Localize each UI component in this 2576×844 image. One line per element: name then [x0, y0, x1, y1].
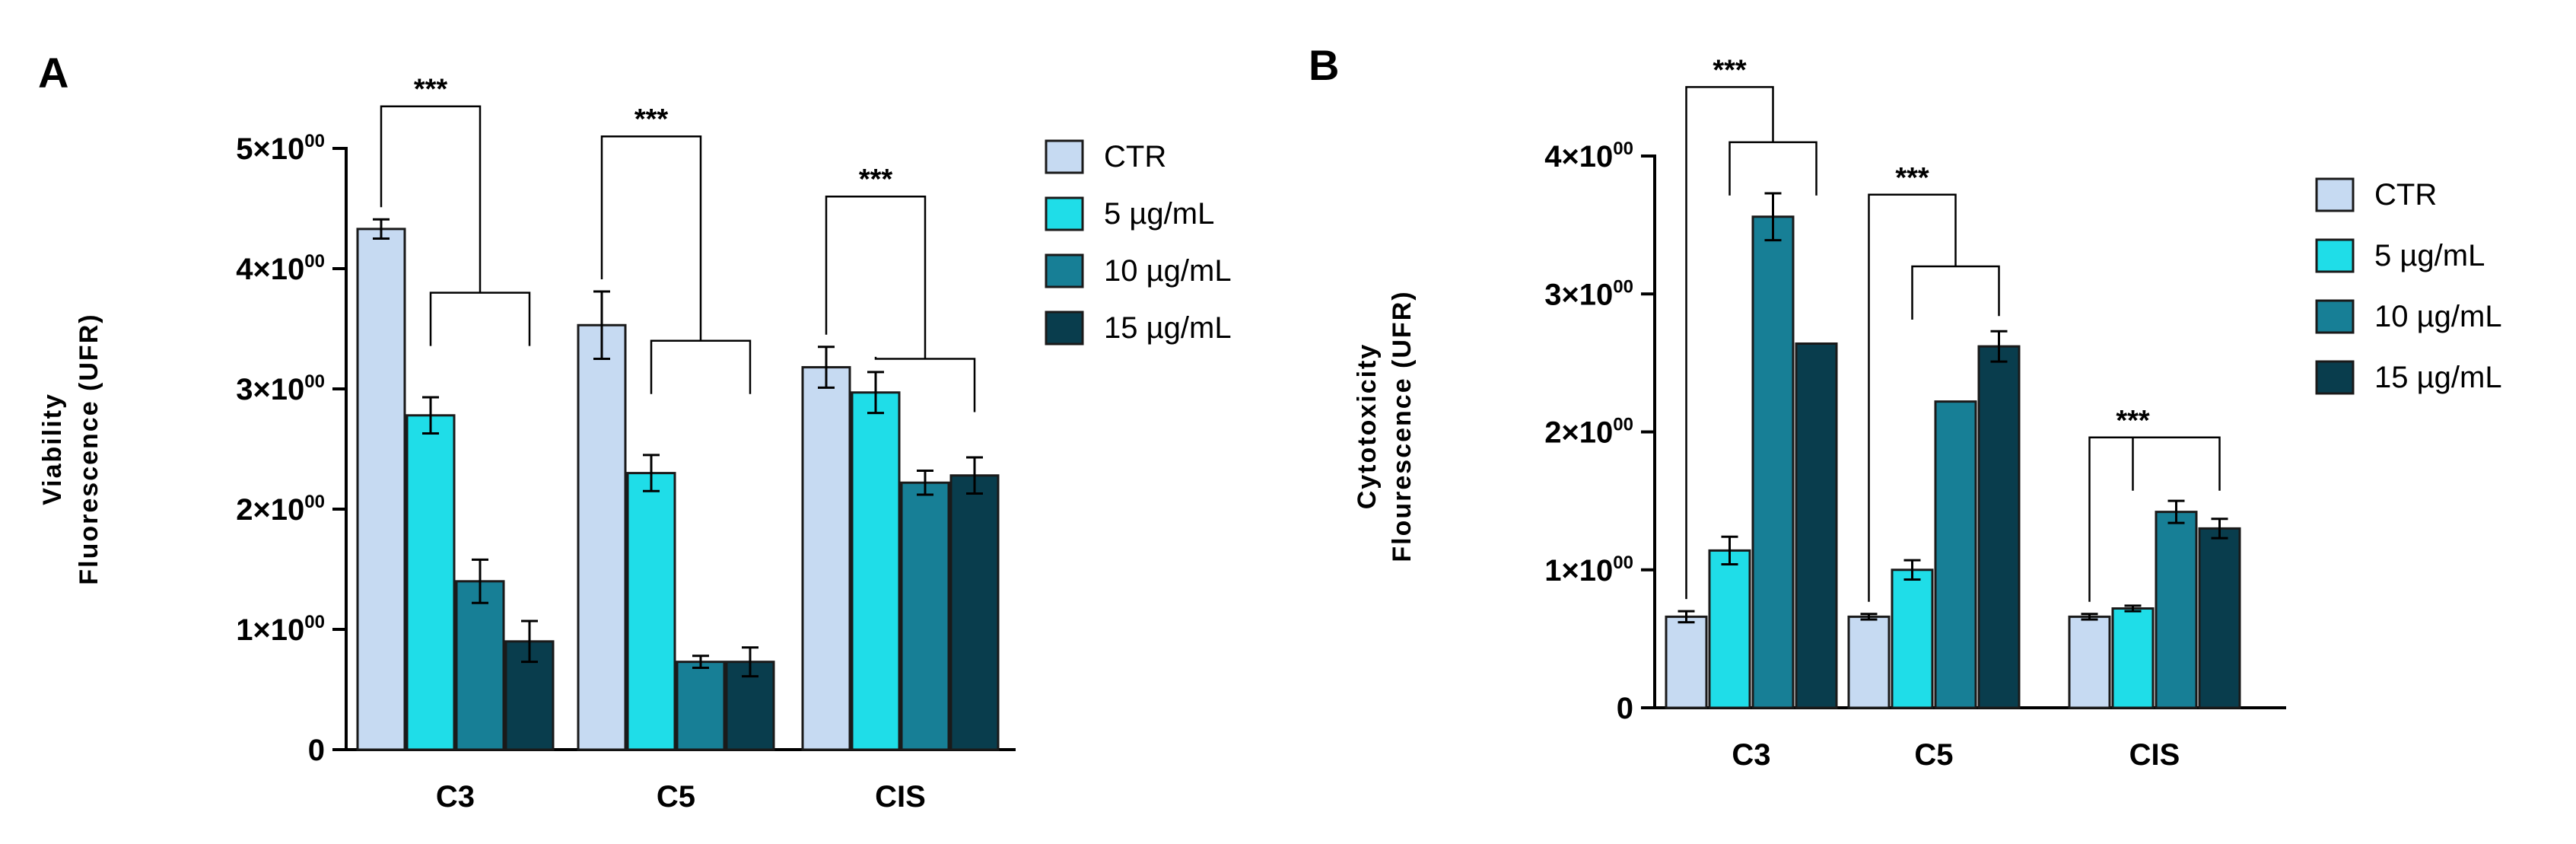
legend-label: 10 µg/mL [2374, 300, 2502, 333]
significance-bracket [825, 195, 976, 412]
y-tick-label: 2×1000 [236, 492, 325, 527]
bar [2198, 527, 2241, 709]
significance-label: *** [859, 164, 893, 196]
y-tick-label: 0 [1617, 692, 1633, 725]
y-tick-label-exponent: 00 [304, 131, 325, 151]
x-tick-label: CIS [875, 780, 926, 814]
significance-bracket [380, 105, 531, 346]
bar [577, 323, 627, 751]
bar [1847, 615, 1891, 709]
significance-label: *** [414, 74, 448, 106]
bar [676, 661, 726, 751]
bar [2111, 607, 2155, 709]
panel-letter: A [38, 49, 68, 97]
y-tick-label-base: 4×10 [1544, 140, 1613, 174]
significance-bracket [2088, 436, 2221, 602]
bar [2068, 615, 2111, 709]
significance-label: *** [634, 104, 669, 135]
significance-bracket [600, 135, 752, 394]
legend-swatch [2315, 299, 2355, 334]
legend-label: 15 µg/mL [1104, 311, 1232, 345]
y-tick-label: 4×1000 [1544, 139, 1633, 174]
y-tick-label-exponent: 00 [1613, 139, 1633, 159]
significance-bracket [1685, 86, 1818, 600]
y-tick-label: 1×1000 [236, 612, 325, 647]
legend-swatch [2315, 177, 2355, 212]
y-tick-label-exponent: 00 [304, 371, 325, 392]
bar [1795, 342, 1838, 709]
y-tick-label: 3×1000 [236, 371, 325, 406]
bar [949, 474, 1000, 751]
x-tick-label: C3 [436, 780, 475, 814]
legend-label: 15 µg/mL [2374, 361, 2502, 394]
y-axis-label: Viability [38, 393, 67, 505]
legend-label: 5 µg/mL [2374, 239, 2485, 272]
legend-swatch [2315, 360, 2355, 395]
bar [626, 472, 676, 751]
legend-swatch [1045, 311, 1084, 346]
x-tick-label: CIS [2129, 738, 2180, 772]
bar [405, 414, 456, 751]
panel-letter: B [1309, 41, 1339, 89]
y-tick-label-base: 1×10 [1544, 554, 1613, 588]
y-tick-label-base: 5×10 [236, 132, 304, 166]
y-tick-label: 0 [308, 734, 325, 767]
bar [455, 580, 505, 751]
y-tick-label: 1×1000 [1544, 553, 1633, 588]
x-tick-label: C5 [657, 780, 695, 814]
y-tick-label-base: 2×10 [236, 493, 304, 527]
y-tick-label: 5×1000 [236, 131, 325, 166]
legend-swatch [1045, 196, 1084, 231]
bar [2155, 511, 2198, 709]
y-tick-label-base: 0 [1617, 692, 1633, 725]
y-axis-label: Cytotoxicity [1353, 343, 1382, 510]
bar [1751, 215, 1795, 709]
significance-label: *** [2116, 405, 2150, 437]
significance-label: *** [1713, 54, 1747, 86]
y-tick-label-base: 3×10 [1544, 278, 1613, 311]
bar [1708, 549, 1751, 709]
y-tick-label-base: 3×10 [236, 373, 304, 406]
bar [1665, 615, 1708, 709]
y-tick-label-exponent: 00 [304, 492, 325, 512]
bar [851, 391, 901, 751]
y-tick-label: 4×1000 [236, 251, 325, 286]
legend-swatch [1045, 253, 1084, 288]
legend-label: 10 µg/mL [1104, 254, 1232, 288]
y-tick-label-exponent: 00 [1613, 415, 1633, 435]
y-tick-label-base: 1×10 [236, 613, 304, 647]
y-tick-label-exponent: 00 [304, 251, 325, 272]
y-tick-label-base: 4×10 [236, 253, 304, 286]
x-tick-label: C3 [1732, 738, 1770, 772]
y-tick-label-exponent: 00 [1613, 553, 1633, 573]
bar [1891, 569, 1934, 709]
y-tick-label: 2×1000 [1544, 415, 1633, 450]
bar [900, 481, 950, 751]
y-tick-label-base: 2×10 [1544, 416, 1613, 450]
y-tick-label-exponent: 00 [304, 612, 325, 632]
y-tick-label: 3×1000 [1544, 276, 1633, 311]
y-tick-label-exponent: 00 [1613, 276, 1633, 297]
significance-bracket [1868, 193, 2000, 602]
bar [1977, 345, 2021, 709]
legend-label: CTR [1104, 140, 1166, 174]
bar [801, 366, 851, 751]
bar [356, 228, 406, 751]
y-axis-label: Flourescence (UFR) [1388, 290, 1417, 562]
significance-label: *** [1895, 162, 1929, 194]
bar [1934, 400, 1977, 709]
y-axis-label: Fluorescence (UFR) [75, 313, 103, 584]
x-tick-label: C5 [1914, 738, 1953, 772]
legend-label: 5 µg/mL [1104, 197, 1214, 231]
legend-swatch [2315, 238, 2355, 273]
legend-swatch [1045, 139, 1084, 174]
legend-label: CTR [2374, 178, 2437, 212]
y-tick-label-base: 0 [308, 734, 325, 767]
